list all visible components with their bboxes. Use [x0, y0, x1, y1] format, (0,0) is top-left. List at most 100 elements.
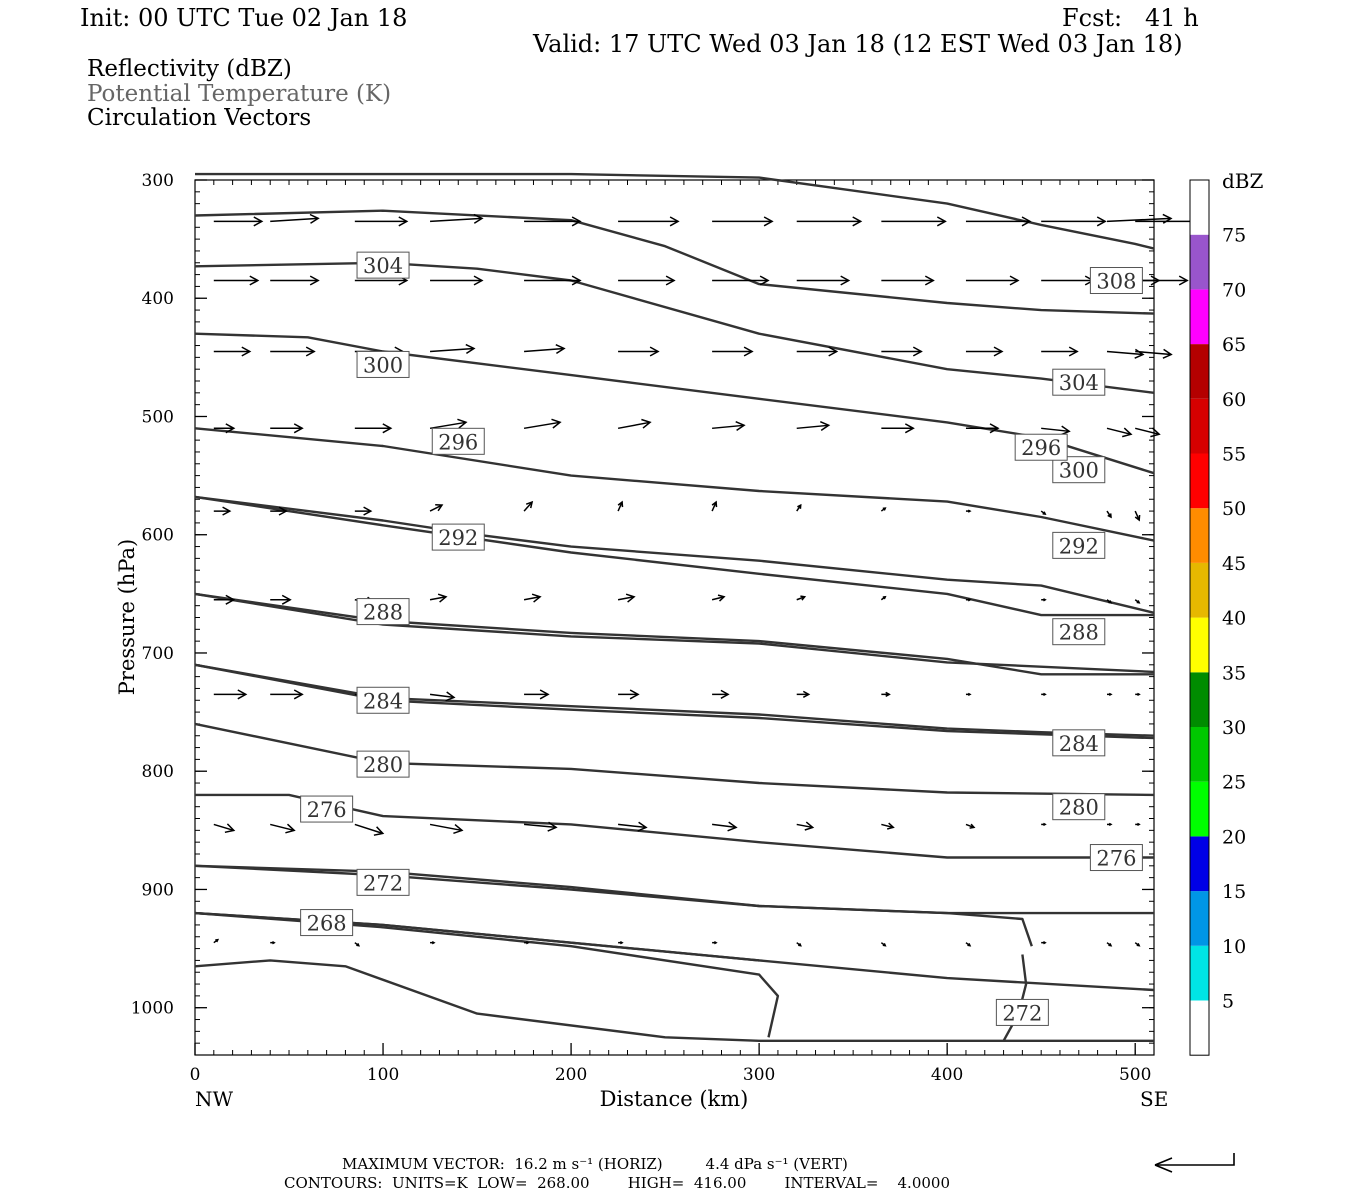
colorbar-segment: [1190, 398, 1209, 454]
circulation-vector: [1041, 275, 1095, 286]
theta-contour-288: [194, 663, 1155, 740]
y-tick-label: 900: [142, 880, 174, 900]
theta-label-box: [356, 251, 410, 279]
theta-label-268: 268: [300, 909, 354, 937]
circulation-vector: [213, 506, 232, 516]
circulation-vector: [270, 823, 296, 834]
vector-head: [1043, 692, 1047, 696]
vector-head: [445, 691, 456, 702]
vector-shaft: [430, 217, 483, 223]
theta-label-text: 300: [1059, 459, 1099, 483]
theta-label-272: 272: [356, 868, 410, 896]
theta-label-text: 304: [363, 254, 403, 278]
vector-head: [224, 823, 236, 834]
circulation-vector: [618, 941, 624, 945]
vector-shaft: [429, 504, 443, 512]
vector-head: [555, 344, 566, 355]
x-tick-label: 400: [931, 1065, 963, 1085]
vector-head: [735, 421, 746, 432]
vector-head: [887, 822, 895, 830]
vector-head: [571, 275, 582, 286]
colorbar-unit-label: dBZ: [1222, 169, 1264, 193]
circulation-vector: [270, 506, 288, 516]
colorbar-segment: [1190, 945, 1209, 1001]
theta-label-text: 272: [363, 871, 403, 895]
colorbar-tick-label: 45: [1222, 553, 1246, 575]
vector-head: [802, 690, 811, 698]
colorbar-tick-label: 25: [1222, 772, 1246, 794]
circulation-vector: [1041, 346, 1079, 357]
vector-head: [1137, 692, 1141, 696]
colorbar-segment: [1190, 344, 1209, 399]
vector-head: [967, 942, 972, 947]
y-tick-label: 400: [142, 289, 174, 309]
circulation-vector: [796, 216, 863, 227]
y-tick-label: 600: [142, 526, 174, 546]
circulation-vector: [430, 275, 484, 286]
vector-shaft: [711, 596, 725, 601]
circulation-vector: [1040, 510, 1047, 516]
vector-shaft: [617, 421, 651, 430]
theta-label-box: [356, 686, 410, 714]
theta-label-280: 280: [1052, 793, 1106, 821]
vector-shaft: [712, 823, 737, 829]
vector-head: [882, 943, 887, 947]
colorbar-segment: [1190, 1000, 1209, 1056]
theta-label-text: 280: [1059, 796, 1099, 820]
circulation-vector: [1106, 599, 1113, 604]
circulation-vector: [1106, 942, 1113, 947]
y-tick-label: 800: [142, 762, 174, 782]
circulation-vector: [796, 275, 851, 286]
vector-head: [1009, 275, 1020, 286]
circulation-vector: [796, 346, 839, 357]
circulation-vector: [881, 216, 947, 227]
theta-label-box: [1052, 618, 1106, 646]
circulation-vector: [270, 941, 276, 945]
vector-head: [1096, 216, 1107, 227]
vector-head: [309, 275, 320, 286]
vector-shaft: [354, 823, 384, 835]
vector-head: [649, 346, 660, 357]
circulation-vector: [213, 346, 252, 357]
theta-contour-292: [194, 592, 1155, 674]
circulation-vector: [270, 689, 304, 700]
vector-head: [989, 423, 1000, 434]
vector-shaft: [617, 501, 623, 512]
colorbar-tick-label: 15: [1222, 881, 1246, 903]
vector-head: [1108, 822, 1113, 827]
vector-head: [882, 595, 887, 600]
contours-info-text: CONTOURS: UNITS=K LOW= 268.00 HIGH= 416.…: [284, 1174, 950, 1192]
theta-label-288: 288: [1052, 618, 1106, 646]
circulation-vector: [881, 275, 935, 286]
vector-head: [743, 346, 754, 357]
vector-head: [571, 216, 582, 227]
y-tick-label: 500: [142, 407, 174, 427]
theta-contour-308: [195, 172, 1155, 250]
circulation-vector: [1134, 942, 1141, 947]
theta-contour-304: [194, 209, 1155, 315]
vector-head: [727, 821, 738, 832]
vector-head: [382, 423, 393, 434]
circulation-vector: [1106, 692, 1113, 696]
vector-shaft: [524, 347, 565, 353]
vector-head: [1150, 427, 1161, 438]
theta-contour-292: [194, 592, 1154, 676]
theta-label-300: 300: [356, 350, 410, 378]
circulation-vector: [711, 500, 718, 512]
theta-label-296: 296: [431, 427, 485, 455]
colorbar-tick-label: 30: [1222, 717, 1246, 739]
colorbar-segment: [1190, 781, 1209, 837]
vector-shaft: [881, 823, 894, 829]
theta-label-text: 292: [1059, 534, 1099, 558]
circulation-vector: [354, 942, 361, 947]
theta-label-292: 292: [431, 523, 485, 551]
circulation-vector: [796, 690, 811, 698]
vector-shaft: [1135, 350, 1172, 356]
theta-label-280: 280: [356, 750, 410, 778]
legend-potential-temperature: Potential Temperature (K): [87, 81, 392, 107]
colorbar-segment: [1190, 453, 1209, 509]
vector-head: [1043, 941, 1047, 945]
vector-shaft: [1135, 427, 1160, 436]
